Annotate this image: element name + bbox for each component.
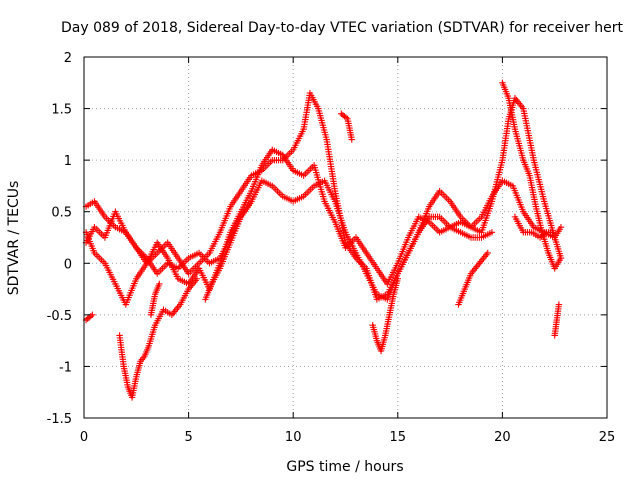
x-tick-label: 10 — [285, 430, 302, 445]
series-satellite-track-f — [147, 280, 163, 319]
series-satellite-track-d — [82, 311, 96, 324]
series-satellite-track-i — [338, 110, 355, 143]
y-tick-label: 2 — [64, 51, 72, 66]
series-satellite-track-j — [455, 249, 491, 308]
data-point — [87, 312, 94, 320]
series-satellite-track-b — [82, 146, 565, 308]
x-tick-label: 0 — [80, 430, 88, 445]
data-point — [549, 229, 556, 236]
y-tick-label: 0 — [64, 257, 72, 272]
y-tick-label: -1.5 — [47, 412, 72, 427]
series-satellite-track-a — [82, 89, 565, 303]
series-satellite-track-g — [202, 198, 255, 303]
series-satellite-track-h — [369, 275, 401, 355]
axis-ticks: 0 5 10 15 20 25 2 1.5 1 0.5 0 -0.5 -1 -1.5 — [47, 51, 616, 445]
data-point — [342, 114, 350, 121]
y-tick-label: 0.5 — [51, 206, 72, 221]
chart-title: Day 089 of 2018, Sidereal Day-to-day VTE… — [61, 20, 623, 36]
y-tick-label: 1.5 — [51, 103, 72, 118]
y-tick-label: 1 — [64, 154, 72, 169]
x-tick-label: 25 — [599, 430, 616, 445]
data-point — [557, 223, 565, 231]
y-tick-label: -0.5 — [47, 309, 72, 324]
data-point — [348, 136, 355, 143]
data-point — [541, 230, 548, 237]
y-tick-label: -1 — [59, 360, 72, 375]
data-point — [488, 229, 496, 236]
data-point — [248, 198, 255, 205]
data-point — [394, 275, 401, 282]
x-tick-label: 20 — [494, 430, 511, 445]
data-points — [82, 79, 565, 401]
series-satellite-track-l — [511, 213, 556, 241]
plot-frame — [83, 56, 608, 419]
data-point — [89, 311, 96, 319]
grid — [84, 57, 607, 418]
series-satellite-track-k — [499, 79, 565, 272]
y-axis-label: SDTVAR / TECUs — [6, 181, 22, 296]
x-tick-label: 5 — [184, 430, 192, 445]
data-point — [156, 280, 163, 288]
data-point — [555, 301, 563, 308]
series-satellite-track-m — [551, 301, 563, 339]
series-satellite-track-c — [82, 177, 496, 303]
data-point — [484, 249, 491, 257]
series-satellite-track-e — [116, 275, 201, 401]
data-point — [557, 254, 565, 262]
x-tick-label: 15 — [390, 430, 407, 445]
x-axis-label: GPS time / hours — [286, 459, 403, 475]
data-point — [193, 275, 201, 282]
